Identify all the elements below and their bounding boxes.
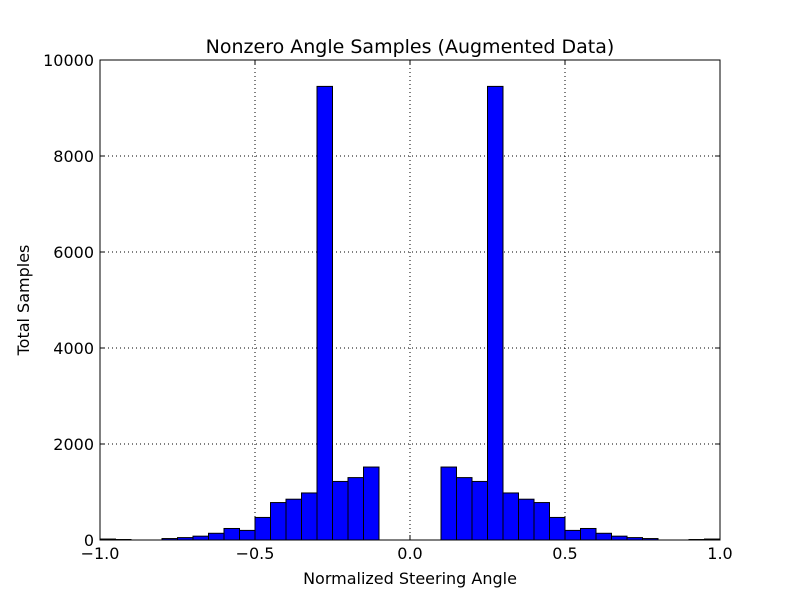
histogram-bar-17 bbox=[363, 466, 380, 541]
x-tick-label-3: 0.5 bbox=[552, 544, 577, 563]
histogram-bar-25 bbox=[487, 85, 504, 541]
histogram-bar-28 bbox=[533, 502, 550, 541]
histogram-bar-16 bbox=[347, 477, 364, 541]
y-tick-label-3: 6000 bbox=[53, 243, 94, 262]
histogram-bar-30 bbox=[564, 529, 581, 541]
x-tick-labels: −1.0 −0.5 0.0 0.5 1.0 bbox=[81, 544, 733, 563]
x-tick-label-1: −0.5 bbox=[236, 544, 275, 563]
histogram-bar-6 bbox=[192, 535, 209, 541]
histogram-bar-11 bbox=[270, 502, 287, 541]
y-tick-label-4: 8000 bbox=[53, 147, 94, 166]
histogram-bar-13 bbox=[301, 492, 318, 541]
y-axis-label: Total Samples bbox=[14, 245, 33, 357]
chart-title: Nonzero Angle Samples (Augmented Data) bbox=[206, 36, 615, 58]
histogram-bar-8 bbox=[223, 527, 240, 541]
x-tick-label-4: 1.0 bbox=[707, 544, 732, 563]
histogram-bar-7 bbox=[208, 532, 225, 541]
histogram-bar-23 bbox=[456, 477, 473, 541]
y-tick-label-0: 0 bbox=[84, 531, 94, 550]
histogram-bar-27 bbox=[518, 498, 535, 541]
histogram-bar-29 bbox=[549, 516, 566, 541]
histogram-bar-12 bbox=[285, 498, 302, 541]
ticks bbox=[99, 59, 721, 541]
y-tick-label-5: 10000 bbox=[43, 51, 94, 70]
histogram-bar-26 bbox=[502, 492, 519, 541]
histogram-bar-9 bbox=[239, 529, 256, 541]
bars bbox=[99, 85, 721, 541]
y-tick-label-1: 2000 bbox=[53, 435, 94, 454]
histogram-bar-15 bbox=[332, 480, 349, 541]
x-tick-label-0: −1.0 bbox=[81, 544, 120, 563]
histogram-bar-32 bbox=[595, 532, 612, 541]
histogram-bar-10 bbox=[254, 516, 271, 541]
y-tick-labels: 0 2000 4000 6000 8000 10000 bbox=[43, 51, 94, 550]
x-tick-label-2: 0.0 bbox=[397, 544, 422, 563]
histogram-bar-22 bbox=[440, 466, 457, 541]
y-tick-label-2: 4000 bbox=[53, 339, 94, 358]
histogram-bar-14 bbox=[316, 85, 333, 541]
histogram-bar-31 bbox=[580, 527, 597, 541]
histogram-bar-24 bbox=[471, 480, 488, 541]
x-axis-label: Normalized Steering Angle bbox=[303, 569, 517, 588]
histogram-bar-33 bbox=[611, 535, 628, 541]
